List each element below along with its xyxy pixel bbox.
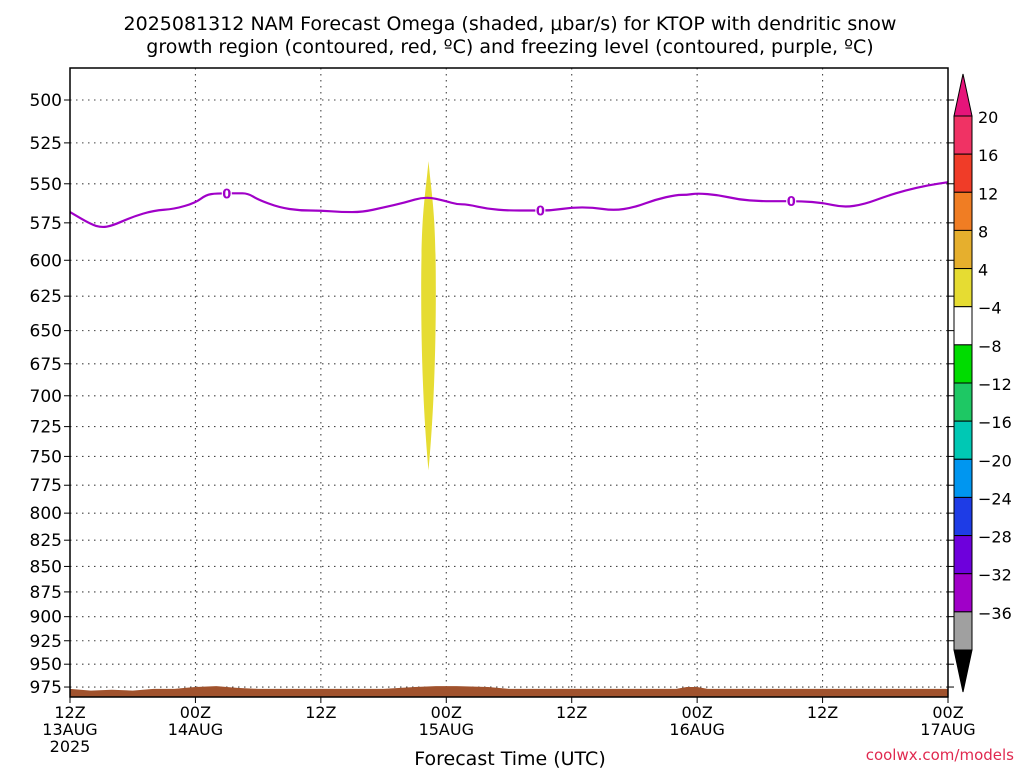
x-tick-label: 12Z <box>54 703 85 722</box>
colorbar-swatch <box>953 306 973 346</box>
colorbar-label: −20 <box>978 451 1012 470</box>
x-tick-label: 14AUG <box>168 720 223 739</box>
colorbar-top-arrow <box>953 73 973 117</box>
y-tick-label: 650 <box>30 322 62 342</box>
x-tick-label: 12Z <box>807 703 838 722</box>
colorbar-swatch <box>953 153 973 193</box>
colorbar-swatch <box>953 268 973 308</box>
y-tick-label: 500 <box>30 91 62 111</box>
y-tick-label: 775 <box>30 476 62 496</box>
y-tick-label: 750 <box>30 447 62 467</box>
freezing-level-label-bg <box>786 193 797 210</box>
y-tick-label: 725 <box>30 418 62 438</box>
freezing-level-line <box>69 181 949 229</box>
colorbar-swatch <box>953 115 973 155</box>
x-tick-label: 00Z <box>431 703 462 722</box>
x-axis-label: Forecast Time (UTC) <box>414 748 605 768</box>
colorbar-label: −28 <box>978 528 1012 547</box>
freezing-level-contour-label: 0 <box>787 195 796 210</box>
colorbar-bottom-arrow <box>953 649 973 693</box>
y-tick-label: 625 <box>30 287 62 307</box>
colorbar-swatch <box>953 191 973 231</box>
colorbar-swatch <box>953 458 973 498</box>
y-tick-label: 800 <box>30 504 62 524</box>
colorbar-label: 12 <box>978 184 998 203</box>
plot-area: 0 0 0 500 525 550 575 600 625 650 675 700 725 750 775 8… <box>30 67 1012 756</box>
colorbar-label: −16 <box>978 413 1012 432</box>
x-tick-label: 13AUG <box>42 720 97 739</box>
y-tick-label: 575 <box>30 214 62 234</box>
colorbar-label: 20 <box>978 108 998 127</box>
y-tick-label: 825 <box>30 531 62 551</box>
y-tick-label: 925 <box>30 632 62 652</box>
y-tick-label: 525 <box>30 134 62 154</box>
y-tick-label: 600 <box>30 251 62 271</box>
chart-title-line2: growth region (contoured, red, ºC) and f… <box>146 36 873 58</box>
colorbar-swatch <box>953 573 973 613</box>
y-tick-label: 700 <box>30 387 62 407</box>
y-tick-label: 950 <box>30 655 62 675</box>
credit-text: coolwx.com/models <box>866 746 1014 764</box>
omega-shaded-region <box>421 161 436 471</box>
colorbar-label: −8 <box>978 337 1002 356</box>
colorbar-label: −32 <box>978 566 1012 585</box>
x-tick-label: 00Z <box>180 703 211 722</box>
freezing-level-contour-label: 0 <box>536 205 545 220</box>
colorbar-label: 16 <box>978 146 998 165</box>
y-tick-label: 875 <box>30 583 62 603</box>
freezing-level-contour-label: 0 <box>222 187 231 202</box>
x-tick-label: 15AUG <box>419 720 474 739</box>
y-tick-label: 850 <box>30 557 62 577</box>
colorbar-swatch <box>953 344 973 384</box>
colorbar-label: −24 <box>978 489 1012 508</box>
x-tick-label: 12Z <box>305 703 336 722</box>
x-tick-label: 00Z <box>932 703 963 722</box>
colorbar-label: −4 <box>978 299 1002 318</box>
colorbar-label: 4 <box>978 261 988 280</box>
chart-title-line1: 2025081312 NAM Forecast Omega (shaded, μ… <box>124 13 897 35</box>
freezing-level-label-bg <box>221 185 232 202</box>
plot-frame <box>69 67 949 698</box>
y-tick-label: 550 <box>30 175 62 195</box>
x-tick-label: 16AUG <box>669 720 724 739</box>
x-tick-label: 12Z <box>556 703 587 722</box>
x-tick-label: 00Z <box>681 703 712 722</box>
colorbar-swatch <box>953 420 973 460</box>
y-tick-label: 975 <box>30 678 62 698</box>
colorbar-swatch <box>953 496 973 537</box>
x-tick-label: 17AUG <box>920 720 975 739</box>
colorbar-swatch <box>953 382 973 422</box>
colorbar-swatch <box>953 535 973 575</box>
colorbar-label: −36 <box>978 604 1012 623</box>
x-tick-label: 2025 <box>50 737 91 756</box>
y-tick-label: 675 <box>30 355 62 375</box>
freezing-level-label-bg <box>535 202 546 219</box>
colorbar-swatch <box>953 229 973 270</box>
colorbar-label: 8 <box>978 222 988 241</box>
terrain-fill <box>70 686 948 697</box>
y-tick-label: 900 <box>30 608 62 628</box>
colorbar-swatch <box>953 611 973 651</box>
colorbar-label: −12 <box>978 375 1012 394</box>
